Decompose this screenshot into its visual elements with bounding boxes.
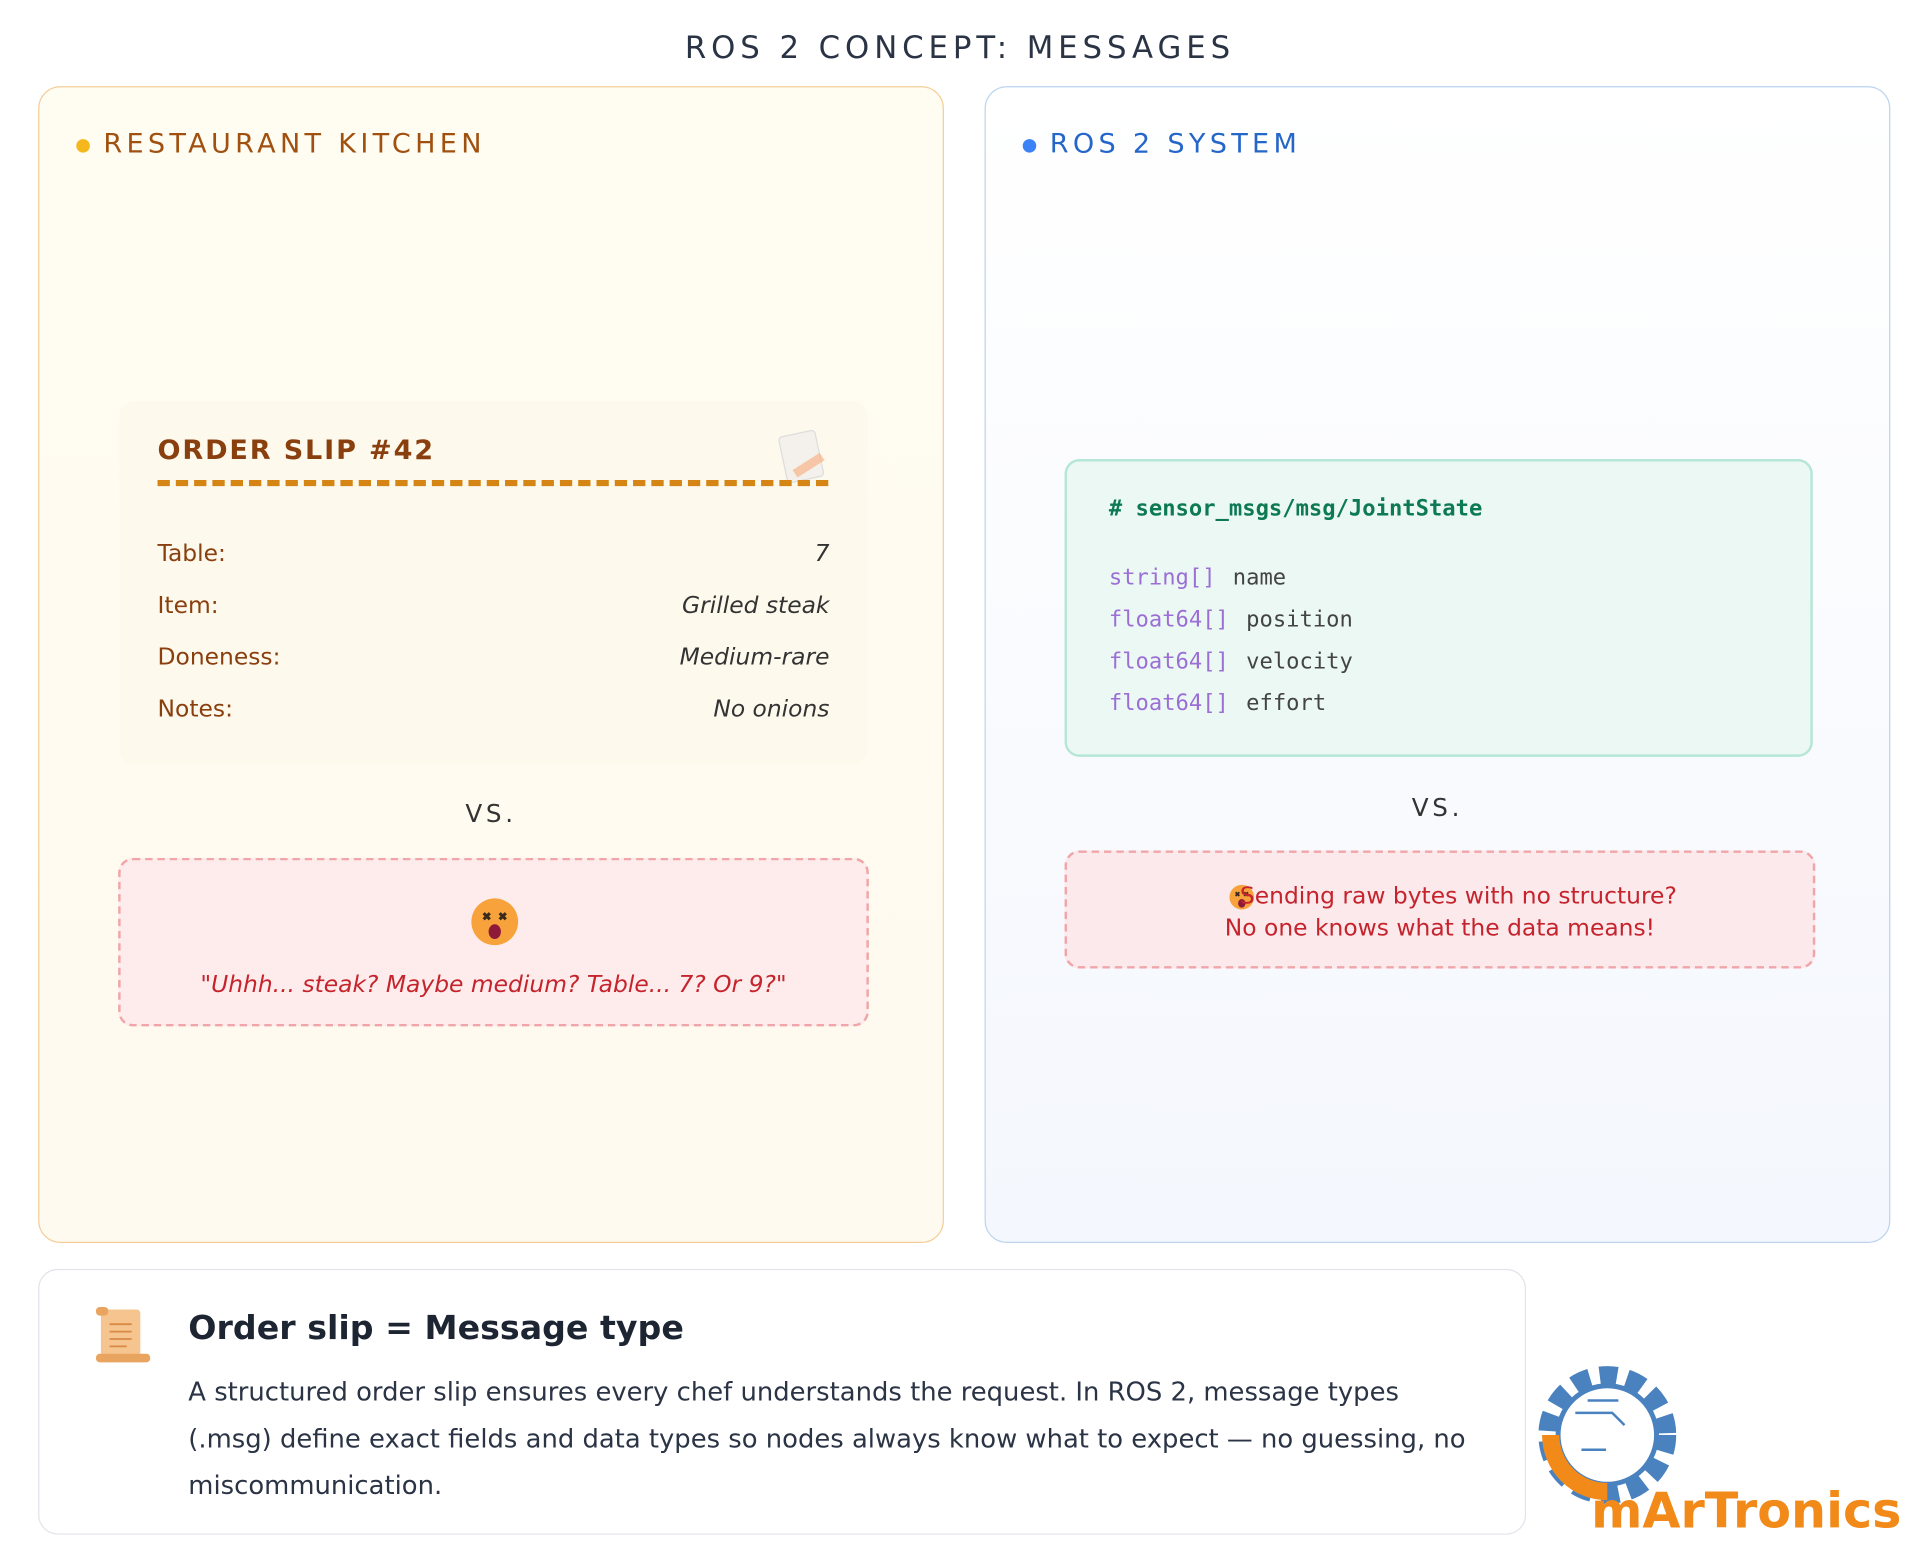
- slip-field-value: Grilled steak: [681, 591, 830, 620]
- dizzy-face-icon: [471, 898, 519, 946]
- kitchen-panel: RESTAURANT KITCHEN ORDER SLIP #42 Table:…: [38, 86, 944, 1244]
- vs-label: VS.: [465, 798, 517, 829]
- code-line: float64[] position: [1109, 607, 1353, 633]
- bad-quote: "Uhhh... steak? Maybe medium? Table... 7…: [200, 971, 787, 999]
- summary-title: Order slip = Message type: [188, 1309, 684, 1348]
- slip-field-value: 7: [814, 540, 830, 568]
- ros-panel: ROS 2 SYSTEM # sensor_msgs/msg/JointStat…: [984, 86, 1891, 1244]
- code-header: # sensor_msgs/msg/JointState: [1108, 495, 1483, 522]
- slip-title: ORDER SLIP #42: [157, 435, 435, 467]
- code-line: float64[] velocity: [1109, 649, 1353, 675]
- slip-field-label: Notes:: [157, 695, 233, 723]
- slip-field-value: Medium-rare: [679, 643, 830, 671]
- field-type: float64[]: [1108, 606, 1229, 633]
- bad-line: No one knows what the data means!: [1224, 914, 1656, 942]
- scroll-icon: [95, 1307, 151, 1363]
- slip-field-label: Doneness:: [157, 643, 281, 671]
- panel-label-text: ROS 2 SYSTEM: [1049, 129, 1302, 160]
- bad-example: "Uhhh... steak? Maybe medium? Table... 7…: [118, 857, 869, 1027]
- field-type: float64[]: [1108, 648, 1229, 675]
- summary-card: Order slip = Message type A structured o…: [38, 1268, 1527, 1535]
- field-name: name: [1232, 564, 1287, 591]
- field-name: effort: [1246, 690, 1327, 717]
- dizzy-face-icon: [1229, 884, 1255, 910]
- vs-label: VS.: [1411, 792, 1464, 823]
- slip-divider: [157, 479, 829, 487]
- slip-field-label: Table:: [157, 540, 226, 568]
- field-type: float64[]: [1108, 690, 1229, 717]
- bad-example: Sending raw bytes with no structure? No …: [1064, 850, 1816, 969]
- code-block: # sensor_msgs/msg/JointState string[] nam…: [1064, 459, 1813, 757]
- logo-text: mArTronics: [1591, 1481, 1901, 1539]
- panel-label-text: RESTAURANT KITCHEN: [103, 129, 486, 160]
- slip-field-value: No onions: [713, 695, 830, 723]
- summary-body: A structured order slip ensures every ch…: [188, 1377, 1466, 1501]
- field-name: velocity: [1246, 648, 1353, 675]
- code-line: float64[] effort: [1109, 690, 1326, 716]
- code-line: string[] name: [1109, 565, 1286, 591]
- panel-label: ROS 2 SYSTEM: [1022, 129, 1302, 160]
- panel-label: RESTAURANT KITCHEN: [76, 129, 486, 160]
- logo: mArTronics: [1538, 1366, 1901, 1539]
- memo-icon: [778, 429, 825, 484]
- slip-field-label: Item:: [157, 591, 219, 620]
- field-name: position: [1246, 606, 1353, 633]
- page-title: ROS 2 CONCEPT: MESSAGES: [684, 29, 1236, 66]
- field-type: string[]: [1108, 564, 1216, 591]
- bad-line: Sending raw bytes with no structure?: [1239, 882, 1677, 910]
- order-slip: ORDER SLIP #42 Table: 7 Item: Grilled steak…: [119, 401, 868, 765]
